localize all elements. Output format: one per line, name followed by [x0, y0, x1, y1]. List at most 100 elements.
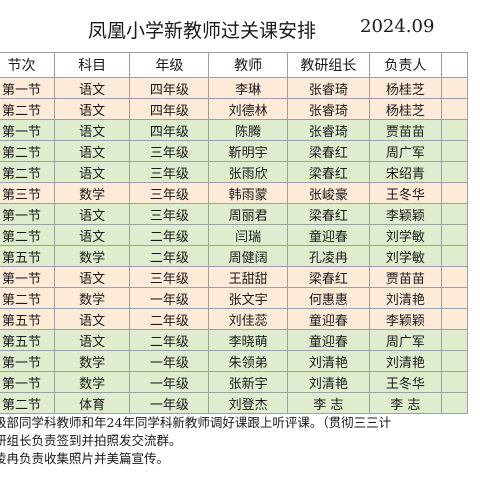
cell-extra — [440, 329, 469, 351]
schedule-table: 节次 科目 年级 教师 教研组长 负责人 第一节 语文 四年级 李琳 张睿琦 杨桂芝 第二节… — [0, 52, 469, 414]
header-period: 节次 — [0, 52, 56, 78]
cell-extra — [440, 98, 469, 120]
cell-teacher: 陈腾 — [208, 119, 288, 141]
cell-subject: 数学 — [54, 245, 131, 267]
cell-subject: 语文 — [54, 224, 131, 246]
cell-group-leader: 梁春红 — [286, 161, 370, 183]
cell-subject: 数学 — [54, 287, 131, 309]
cell-period: 第二节 — [0, 161, 56, 183]
cell-teacher: 李晓萌 — [208, 329, 288, 351]
cell-group-leader: 张睿琦 — [286, 77, 370, 99]
note-line: 凌冉负责收集照片并美篇宣传。 — [0, 451, 170, 466]
table-row: 第一节 数学 一年级 朱领弟 刘清艳 刘清艳 — [0, 350, 469, 372]
cell-grade: 一年级 — [129, 371, 210, 393]
cell-person-in-charge: 李 志 — [368, 392, 442, 414]
cell-grade: 四年级 — [129, 98, 210, 120]
cell-subject: 语文 — [54, 98, 131, 120]
table-row: 第五节 语文 二年级 刘佳蕊 童迎春 李颖颖 — [0, 308, 469, 330]
cell-person-in-charge: 王冬华 — [368, 182, 442, 204]
cell-grade: 二年级 — [129, 308, 210, 330]
cell-extra — [440, 266, 469, 288]
cell-group-leader: 梁春红 — [286, 140, 370, 162]
cell-teacher: 张雨欣 — [208, 161, 288, 183]
cell-group-leader: 张峻豪 — [286, 182, 370, 204]
cell-period: 第五节 — [0, 329, 56, 351]
cell-grade: 二年级 — [129, 245, 210, 267]
cell-period: 第三节 — [0, 182, 56, 204]
cell-teacher: 王甜甜 — [208, 266, 288, 288]
cell-period: 第二节 — [0, 392, 56, 414]
table-row: 第三节 数学 三年级 韩雨蒙 张峻豪 王冬华 — [0, 182, 469, 204]
table-row: 第一节 语文 四年级 陈腾 张睿琦 贾苗苗 — [0, 119, 469, 141]
cell-group-leader: 张睿琦 — [286, 98, 370, 120]
cell-grade: 一年级 — [129, 350, 210, 372]
cell-grade: 三年级 — [129, 266, 210, 288]
cell-extra — [440, 161, 469, 183]
cell-person-in-charge: 刘学敏 — [368, 224, 442, 246]
table-row: 第二节 数学 一年级 张文宇 何惠惠 刘清艳 — [0, 287, 469, 309]
cell-grade: 四年级 — [129, 77, 210, 99]
cell-teacher: 刘登杰 — [208, 392, 288, 414]
cell-group-leader: 梁春红 — [286, 266, 370, 288]
cell-period: 第一节 — [0, 77, 56, 99]
cell-group-leader: 何惠惠 — [286, 287, 370, 309]
cell-person-in-charge: 宋绍青 — [368, 161, 442, 183]
cell-grade: 一年级 — [129, 287, 210, 309]
cell-person-in-charge: 刘清艳 — [368, 287, 442, 309]
cell-grade: 三年级 — [129, 182, 210, 204]
cell-group-leader: 刘清艳 — [286, 350, 370, 372]
cell-teacher: 周健阔 — [208, 245, 288, 267]
cell-grade: 四年级 — [129, 119, 210, 141]
cell-teacher: 张新宇 — [208, 371, 288, 393]
cell-group-leader: 童迎春 — [286, 308, 370, 330]
cell-group-leader: 刘清艳 — [286, 371, 370, 393]
title-bar: 凤凰小学新教师过关课安排 2024.09 — [0, 10, 480, 44]
schedule-date: 2024.09 — [360, 16, 435, 37]
cell-extra — [440, 245, 469, 267]
cell-group-leader: 孔凌冉 — [286, 245, 370, 267]
cell-person-in-charge: 李颖颖 — [368, 308, 442, 330]
cell-subject: 体育 — [54, 392, 131, 414]
cell-group-leader: 童迎春 — [286, 329, 370, 351]
cell-extra — [440, 308, 469, 330]
note-line: 级部同学科教师和年24年同学科新教师调好课跟上听评课。（贯彻三三计 — [0, 415, 392, 430]
cell-period: 第一节 — [0, 203, 56, 225]
cell-period: 第二节 — [0, 140, 56, 162]
cell-grade: 二年级 — [129, 329, 210, 351]
cell-teacher: 闫瑞 — [208, 224, 288, 246]
cell-grade: 三年级 — [129, 203, 210, 225]
header-teacher: 教师 — [208, 52, 288, 78]
table-row: 第一节 语文 三年级 周丽君 梁春红 李颖颖 — [0, 203, 469, 225]
table-row: 第二节 体育 一年级 刘登杰李 志李 志 — [0, 392, 469, 414]
cell-person-in-charge: 李颖颖 — [368, 203, 442, 225]
header-subject: 科目 — [54, 52, 131, 78]
table-row: 第二节 语文 三年级 张雨欣 梁春红 宋绍青 — [0, 161, 469, 183]
cell-extra — [440, 119, 469, 141]
cell-subject: 语文 — [54, 119, 131, 141]
table-row: 第二节 语文 四年级 刘德林 张睿琦 杨桂芝 — [0, 98, 469, 120]
cell-extra — [440, 371, 469, 393]
cell-teacher: 李琳 — [208, 77, 288, 99]
cell-teacher: 韩雨蒙 — [208, 182, 288, 204]
cell-period: 第一节 — [0, 371, 56, 393]
cell-extra — [440, 203, 469, 225]
cell-person-in-charge: 周广军 — [368, 140, 442, 162]
cell-period: 第一节 — [0, 119, 56, 141]
cell-subject: 语文 — [54, 329, 131, 351]
header-extra — [440, 52, 469, 78]
cell-subject: 语文 — [54, 308, 131, 330]
table-row: 第一节 语文 四年级 李琳 张睿琦 杨桂芝 — [0, 77, 469, 99]
table-row: 第二节 语文 三年级 靳明宇 梁春红 周广军 — [0, 140, 469, 162]
cell-person-in-charge: 刘清艳 — [368, 350, 442, 372]
cell-person-in-charge: 贾苗苗 — [368, 119, 442, 141]
cell-extra — [440, 287, 469, 309]
cell-period: 第一节 — [0, 266, 56, 288]
cell-subject: 数学 — [54, 182, 131, 204]
cell-person-in-charge: 杨桂芝 — [368, 77, 442, 99]
table-header-row: 节次 科目 年级 教师 教研组长 负责人 — [0, 52, 469, 78]
cell-extra — [440, 392, 469, 414]
table-row: 第一节 语文 三年级 王甜甜 梁春红 贾苗苗 — [0, 266, 469, 288]
cell-grade: 三年级 — [129, 140, 210, 162]
note-line: 研组长负责签到并拍照发交流群。 — [0, 433, 182, 448]
cell-group-leader: 张睿琦 — [286, 119, 370, 141]
